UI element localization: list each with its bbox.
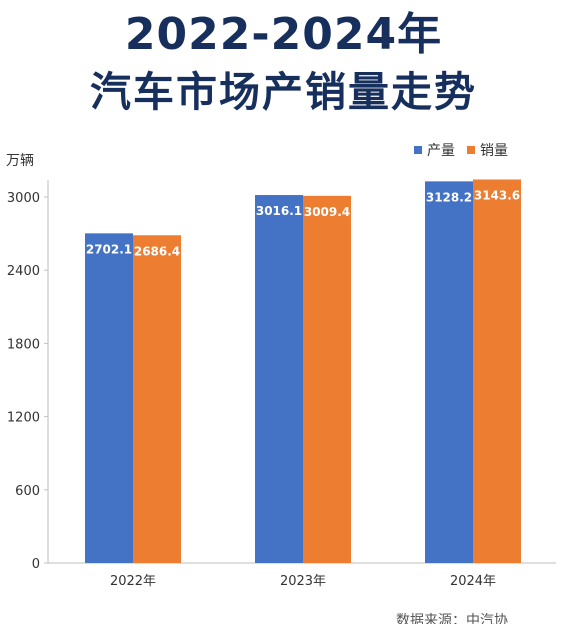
legend-swatch-sales <box>467 146 475 154</box>
y-tick-label: 0 <box>32 557 40 572</box>
y-tick-label: 2400 <box>7 264 40 279</box>
bar-production <box>85 233 133 563</box>
bar-data-label: 3128.2 <box>426 190 472 204</box>
legend-swatch-production <box>414 146 422 154</box>
bar-data-label: 3143.6 <box>474 188 520 202</box>
chart-title-line-2: 汽车市场产销量走势 <box>90 68 477 116</box>
legend-label-production: 产量 <box>427 143 455 159</box>
bar-data-label: 2686.4 <box>134 244 180 258</box>
legend-label-sales: 销量 <box>480 143 508 159</box>
bar-production <box>255 195 303 563</box>
chart-legend: 产量 销量 <box>414 140 520 160</box>
bar-data-label: 3016.1 <box>256 204 302 218</box>
bar-data-label: 3009.4 <box>304 205 350 219</box>
x-tick-label: 2022年 <box>110 574 156 589</box>
legend-item-sales: 销量 <box>467 140 508 160</box>
x-tick-label: 2023年 <box>280 574 326 589</box>
y-tick-label: 1200 <box>7 411 40 426</box>
legend-item-production: 产量 <box>414 140 455 160</box>
data-source-note: 数据来源：中汽协 <box>396 613 508 624</box>
chart-title-line-1: 2022-2024年 <box>124 9 443 60</box>
y-tick-label: 600 <box>15 484 40 499</box>
bar-sales <box>473 179 521 563</box>
x-tick-label: 2024年 <box>450 574 496 589</box>
bar-sales <box>133 235 181 563</box>
y-axis-unit-label: 万辆 <box>6 153 34 169</box>
y-tick-label: 3000 <box>7 191 40 206</box>
bar-sales <box>303 195 351 563</box>
bar-production <box>425 181 473 563</box>
chart-title: 2022-2024年 汽车市场产销量走势 <box>0 6 567 120</box>
bar-data-label: 2702.1 <box>86 242 132 256</box>
y-tick-label: 1800 <box>7 337 40 352</box>
